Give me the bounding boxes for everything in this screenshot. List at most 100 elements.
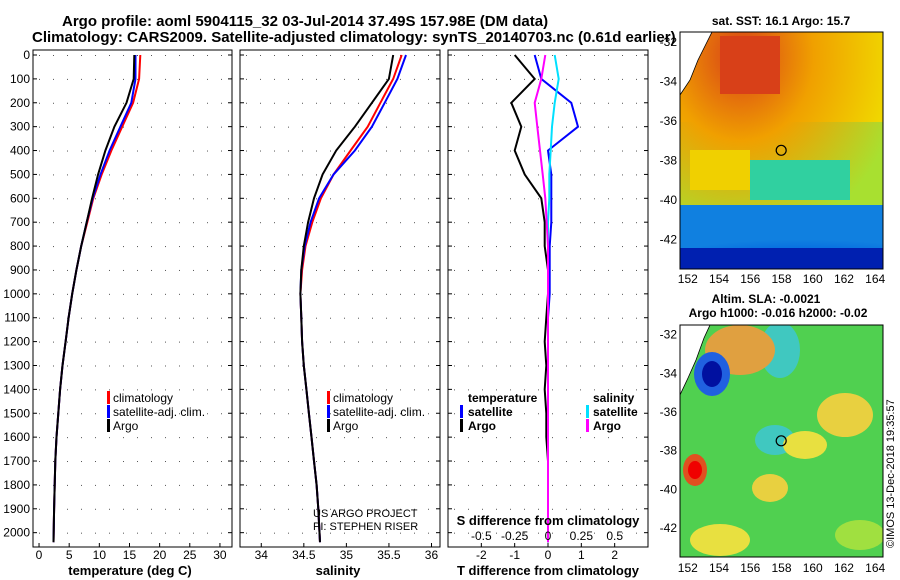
grid-dot [246,484,247,486]
grid-dot [207,317,208,319]
grid-dot [53,198,54,200]
grid-dot [302,55,303,56]
grid-dot [288,222,289,224]
grid-dot [221,389,222,391]
grid-dot [288,389,289,391]
grid-dot [594,437,595,439]
grid-dot [594,246,595,248]
sla-map-title-line2: Argo h1000: -0.016 h2000: -0.02 [689,306,868,320]
grid-dot [482,102,483,104]
grid-dot [207,55,208,56]
grid-dot [510,78,511,80]
grid-dot [260,484,261,486]
grid-dot [524,437,525,439]
grid-dot [151,317,152,319]
grid-dot [179,365,180,367]
grid-dot [274,222,275,224]
grid-dot [260,508,261,510]
grid-dot [123,126,124,128]
grid-dot [454,508,455,510]
grid-dot [566,198,567,200]
grid-dot [246,222,247,224]
grid-dot [179,269,180,271]
grid-dot [608,150,609,152]
grid-dot [622,246,623,248]
grid-dot [109,222,110,224]
x-tick-label: 10 [93,548,107,562]
grid-dot [524,341,525,343]
grid-dot [123,413,124,415]
grid-dot [594,198,595,200]
grid-dot [594,389,595,391]
grid-dot [288,126,289,128]
grid-dot [53,341,54,343]
grid-dot [109,532,110,534]
grid-dot [81,413,82,415]
grid-dot [274,55,275,56]
grid-dot [193,341,194,343]
grid-dot [482,293,483,295]
grid-dot [400,317,401,319]
grid-dot [274,461,275,463]
grid-dot [288,293,289,295]
grid-dot [221,532,222,534]
grid-dot [580,293,581,295]
grid-dot [39,317,40,319]
grid-dot [39,269,40,271]
grid-dot [622,102,623,104]
grid-dot [123,508,124,510]
grid-dot [330,102,331,104]
grid-dot [67,102,68,104]
grid-dot [81,508,82,510]
grid-dot [123,55,124,56]
grid-dot [496,246,497,248]
grid-dot [552,317,553,319]
grid-dot [193,174,194,176]
grid-dot [594,269,595,271]
grid-dot [414,461,415,463]
x-tick-label: 5 [66,548,73,562]
grid-dot [580,55,581,56]
grid-dot [151,55,152,56]
grid-dot [193,55,194,56]
grid-dot [622,174,623,176]
grid-dot [372,269,373,271]
figure-title-line1: Argo profile: aoml 5904115_32 03-Jul-201… [62,13,548,30]
grid-dot [454,174,455,176]
grid-dot [137,102,138,104]
grid-dot [566,389,567,391]
depth-tick-label: 1400 [3,382,30,396]
sst-float-marker [775,144,787,156]
grid-dot [636,102,637,104]
temperature-xlabel: temperature (deg C) [68,563,192,578]
grid-dot [552,78,553,80]
grid-dot [67,365,68,367]
grid-dot [207,461,208,463]
grid-dot [358,246,359,248]
grid-dot [179,222,180,224]
grid-dot [67,78,68,80]
grid-dot [622,341,623,343]
grid-dot [414,174,415,176]
grid-dot [468,78,469,80]
grid-dot [344,102,345,104]
grid-dot [428,78,429,80]
sla-map-title-line1: Altim. SLA: -0.0021 [712,292,821,306]
grid-dot [496,55,497,56]
grid-dot [81,461,82,463]
depth-tick-label: 700 [10,215,30,229]
grid-dot [165,484,166,486]
grid-dot [330,461,331,463]
legend-label-satellite-s: satellite-adj. clim. [333,405,425,419]
grid-dot [39,484,40,486]
grid-dot [330,508,331,510]
grid-dot [580,508,581,510]
grid-dot [316,461,317,463]
legend-label-s-satellite: satellite [593,405,638,419]
depth-tick-label: 1500 [3,406,30,420]
grid-dot [608,484,609,486]
grid-dot [193,484,194,486]
grid-dot [428,293,429,295]
grid-dot [482,317,483,319]
grid-dot [400,222,401,224]
